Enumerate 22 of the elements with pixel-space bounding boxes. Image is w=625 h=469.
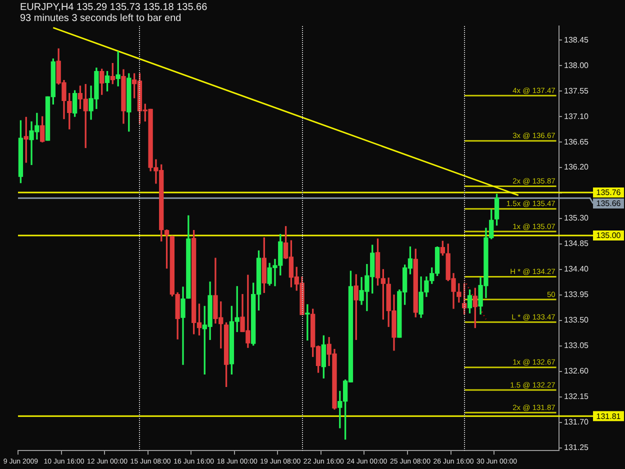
y-tick-label: 133.05	[564, 341, 590, 350]
y-tick-label: 133.95	[564, 290, 590, 300]
y-tick-label: 136.65	[564, 137, 590, 146]
ref-line-label: 135.76	[596, 188, 622, 198]
y-tick-label: 134.40	[564, 264, 590, 274]
y-tick-label: 138.45	[564, 35, 590, 44]
y-tick-label: 137.55	[564, 86, 590, 96]
y-tick-label: 137.10	[564, 112, 590, 121]
chart-title: EURJPY,H4 135.29 135.73 135.18 135.66	[20, 2, 208, 13]
y-tick-label: 132.60	[564, 366, 590, 376]
ref-line-label: 135.00	[596, 231, 622, 240]
y-tick-label: 138.00	[564, 60, 590, 70]
y-tick-label: 131.70	[564, 417, 590, 426]
y-tick-label: 136.20	[564, 162, 590, 172]
y-tick-label: 135.30	[564, 214, 590, 223]
ref-line-label: 135.66	[596, 199, 622, 208]
y-tick-label: 133.50	[564, 316, 590, 325]
y-tick-label: 132.15	[564, 392, 590, 402]
ref-line-label: 131.81	[596, 412, 622, 421]
y-tick-label: 134.85	[564, 239, 590, 248]
chart-subtitle: 93 minutes 3 seconds left to bar end	[20, 12, 182, 24]
y-tick-label: 131.25	[564, 442, 590, 452]
